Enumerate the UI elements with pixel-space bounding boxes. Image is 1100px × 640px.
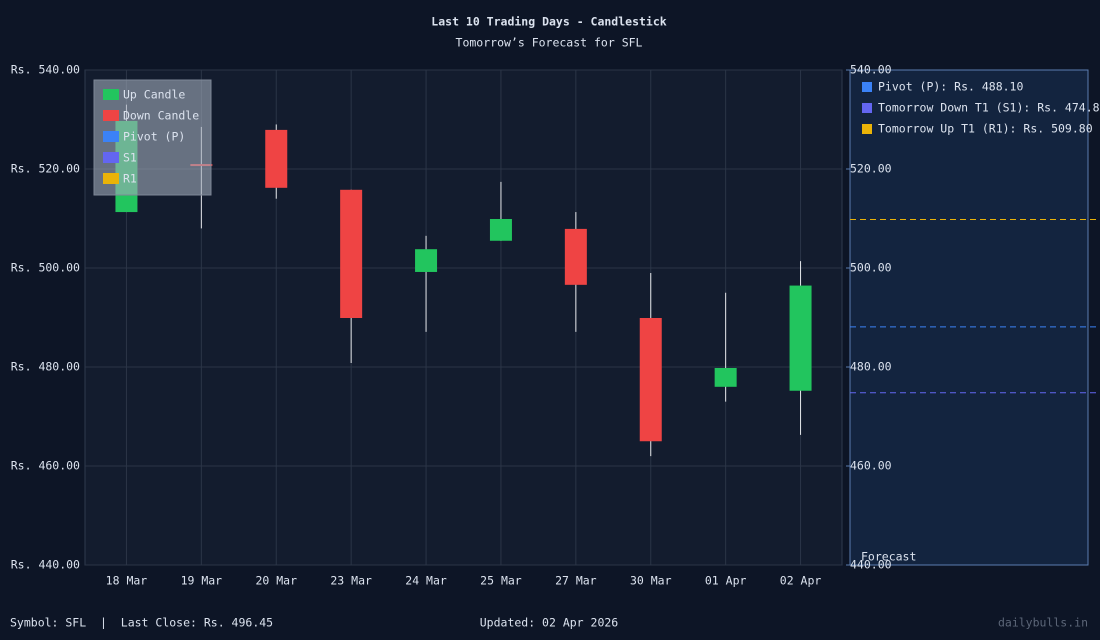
x-tick-label: 02 Apr bbox=[780, 574, 822, 588]
forecast-label: Forecast bbox=[861, 550, 916, 564]
candle-body bbox=[489, 218, 512, 241]
legend-swatch bbox=[103, 152, 119, 163]
legend-swatch bbox=[103, 173, 119, 184]
candle-body bbox=[789, 285, 812, 391]
y-tick-label: Rs. 440.00 bbox=[11, 558, 80, 572]
legend-label: Down Candle bbox=[123, 109, 199, 123]
x-tick-label: 20 Mar bbox=[255, 574, 297, 588]
x-tick-label: 27 Mar bbox=[555, 574, 597, 588]
legend-swatch bbox=[103, 131, 119, 142]
legend-swatch bbox=[103, 110, 119, 121]
candle-body bbox=[564, 228, 587, 285]
y2-tick-label: 520.00 bbox=[850, 162, 892, 176]
x-tick-label: 23 Mar bbox=[330, 574, 372, 588]
footer-left: Symbol: SFL | Last Close: Rs. 496.45 bbox=[10, 616, 273, 630]
legend-label: R1 bbox=[123, 172, 137, 186]
x-tick-label: 19 Mar bbox=[181, 574, 223, 588]
x-tick-label: 01 Apr bbox=[705, 574, 747, 588]
forecast-legend-label: Pivot (P): Rs. 488.10 bbox=[878, 80, 1023, 94]
y2-tick-label: 480.00 bbox=[850, 360, 892, 374]
candle-body bbox=[415, 249, 438, 272]
forecast-legend-label: Tomorrow Down T1 (S1): Rs. 474.80 bbox=[878, 101, 1100, 115]
candle-body bbox=[340, 189, 363, 318]
footer-center: Updated: 02 Apr 2026 bbox=[480, 616, 619, 630]
legend-swatch bbox=[103, 89, 119, 100]
x-tick-label: 24 Mar bbox=[405, 574, 447, 588]
y2-tick-label: 440.00 bbox=[850, 558, 892, 572]
candle-body bbox=[639, 317, 662, 442]
legend-label: S1 bbox=[123, 151, 137, 165]
forecast-legend-label: Tomorrow Up T1 (R1): Rs. 509.80 bbox=[878, 122, 1093, 136]
forecast-legend-swatch bbox=[862, 82, 872, 92]
y-tick-label: Rs. 500.00 bbox=[11, 261, 80, 275]
x-tick-label: 18 Mar bbox=[106, 574, 148, 588]
x-tick-label: 30 Mar bbox=[630, 574, 672, 588]
forecast-panel bbox=[849, 69, 1089, 566]
y-tick-label: Rs. 460.00 bbox=[11, 459, 80, 473]
y2-tick-label: 460.00 bbox=[850, 459, 892, 473]
y-tick-label: Rs. 540.00 bbox=[11, 63, 80, 77]
candle-body bbox=[265, 129, 288, 188]
legend-label: Up Candle bbox=[123, 88, 185, 102]
x-tick-label: 25 Mar bbox=[480, 574, 522, 588]
forecast-legend-swatch bbox=[862, 103, 872, 113]
candle-body bbox=[714, 367, 737, 387]
y-tick-label: Rs. 520.00 bbox=[11, 162, 80, 176]
y2-tick-label: 540.00 bbox=[850, 63, 892, 77]
legend-label: Pivot (P) bbox=[123, 130, 185, 144]
y2-tick-label: 500.00 bbox=[850, 261, 892, 275]
chart-title: Last 10 Trading Days - Candlestick bbox=[431, 15, 666, 29]
y-tick-label: Rs. 480.00 bbox=[11, 360, 80, 374]
forecast-legend-swatch bbox=[862, 124, 872, 134]
chart-subtitle: Tomorrow’s Forecast for SFL bbox=[456, 36, 643, 50]
footer-right: dailybulls.in bbox=[998, 616, 1088, 630]
